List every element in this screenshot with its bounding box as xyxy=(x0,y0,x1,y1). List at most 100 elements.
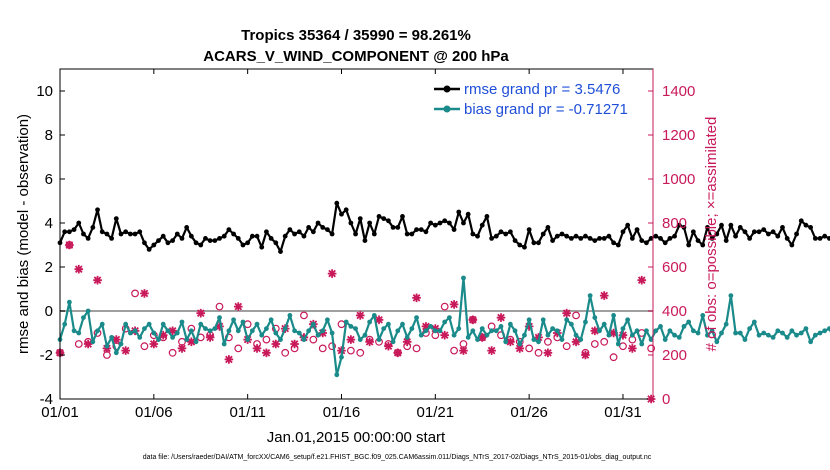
obs-assimilated-marker xyxy=(262,348,271,358)
rmse-point xyxy=(512,238,518,244)
left-tick-label: 10 xyxy=(36,83,53,100)
bias-point xyxy=(273,330,279,336)
obs-possible-marker xyxy=(440,302,449,311)
bias-point xyxy=(578,337,584,342)
obs-assimilated-marker xyxy=(158,330,168,340)
x-tick-label: 01/16 xyxy=(323,404,361,421)
obs-assimilated-marker xyxy=(421,322,431,331)
bias-point xyxy=(456,326,462,331)
rmse-point xyxy=(259,244,265,250)
legend-bias-label: bias grand pr = -0.71271 xyxy=(464,101,628,118)
bias-point xyxy=(292,328,297,334)
rmse-point xyxy=(639,238,645,244)
bias-point xyxy=(339,354,344,360)
obs-assimilated-marker xyxy=(140,289,149,298)
obs-possible-marker xyxy=(140,342,149,351)
right-axis-ticks: 0 200 400 600 800 1000 1200 1400 xyxy=(648,69,695,408)
rmse-point xyxy=(550,238,556,244)
x-tick-label: 01/01 xyxy=(41,404,79,421)
obs-assimilated-marker xyxy=(581,350,590,360)
bias-point xyxy=(662,337,668,342)
obs-assimilated-marker xyxy=(93,275,102,285)
rmse-point xyxy=(498,229,504,235)
bias-point xyxy=(573,332,579,338)
rmse-series-group xyxy=(57,200,830,255)
obs-assimilated-marker xyxy=(205,333,215,342)
obs-possible-marker xyxy=(318,344,327,353)
rmse-point xyxy=(231,231,236,237)
rmse-point xyxy=(751,229,757,235)
obs-assimilated-marker xyxy=(496,313,506,322)
rmse-point xyxy=(625,222,631,228)
obs-assimilated-marker xyxy=(468,315,478,325)
rmse-point xyxy=(784,236,790,241)
bias-point xyxy=(695,330,701,336)
rmse-point xyxy=(597,236,602,241)
x-tick-label: 01/06 xyxy=(135,404,173,421)
rmse-point xyxy=(81,231,86,237)
obs-possible-marker xyxy=(450,346,458,355)
rmse-point xyxy=(95,207,100,213)
bias-point xyxy=(592,315,598,320)
rmse-point xyxy=(268,236,274,241)
bias-point xyxy=(118,341,124,347)
obs-assimilated-marker xyxy=(121,346,130,355)
bias-point xyxy=(325,317,330,323)
rmse-point xyxy=(583,233,588,239)
obs-possible-marker xyxy=(600,337,609,346)
obs-possible-marker xyxy=(534,348,543,357)
bias-point xyxy=(371,313,377,318)
legend-rmse-label: rmse grand pr = 3.5476 xyxy=(464,81,620,98)
bias-point xyxy=(76,330,82,336)
obs-assimilated-marker xyxy=(290,339,299,349)
bias-point xyxy=(268,317,274,323)
bias-point xyxy=(503,339,509,345)
rmse-point xyxy=(90,225,96,230)
bias-point xyxy=(320,328,326,334)
rmse-point xyxy=(170,238,175,244)
bias-point xyxy=(446,315,452,320)
rmse-point xyxy=(568,236,574,241)
bias-point xyxy=(95,328,100,334)
bias-point xyxy=(306,328,312,334)
rmse-point xyxy=(737,225,743,230)
bias-point xyxy=(296,330,302,336)
bias-point xyxy=(780,330,785,336)
rmse-point xyxy=(245,240,251,246)
rmse-point xyxy=(587,236,593,241)
rmse-point xyxy=(339,211,344,217)
bias-point xyxy=(611,313,616,318)
data-file-footer: data file: /Users/raeder/DAI/ATM_forcXX/… xyxy=(143,454,652,461)
bias-point xyxy=(583,319,588,325)
bias-point xyxy=(756,332,762,338)
rmse-point xyxy=(517,242,523,248)
bias-point xyxy=(747,326,753,331)
rmse-point xyxy=(371,231,377,237)
rmse-point xyxy=(817,236,823,241)
rmse-point xyxy=(282,233,288,239)
bias-point xyxy=(526,317,532,323)
rmse-point xyxy=(85,236,91,241)
obs-assimilated-marker xyxy=(187,337,196,347)
bias-point xyxy=(348,324,354,329)
rmse-point xyxy=(470,231,476,237)
obs-possible-marker xyxy=(281,348,290,357)
bias-point xyxy=(719,330,724,336)
rmse-point xyxy=(212,238,218,244)
rmse-point xyxy=(184,225,190,230)
bias-point xyxy=(212,326,218,331)
obs-assimilated-marker xyxy=(543,348,553,358)
bias-point xyxy=(235,328,241,334)
bias-point xyxy=(404,335,410,340)
bias-point xyxy=(432,328,438,334)
obs-possible-marker xyxy=(356,348,365,357)
rmse-point xyxy=(611,240,616,246)
legend: rmse grand pr = 3.5476 bias grand pr = -… xyxy=(430,77,646,121)
rmse-point xyxy=(456,209,462,215)
obs-possible-marker xyxy=(309,335,318,344)
obs-assimilated-marker xyxy=(149,339,159,349)
rmse-point xyxy=(676,222,682,228)
rmse-point xyxy=(634,227,640,233)
obs-assimilated-marker xyxy=(599,291,609,300)
